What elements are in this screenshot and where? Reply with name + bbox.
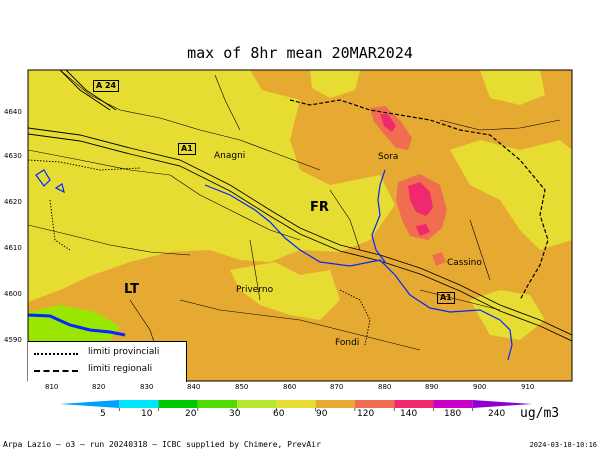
y-tick: 4620 (4, 198, 22, 206)
legend-provincial-label: limiti provinciali (88, 347, 160, 357)
place-anagni: Anagni (214, 151, 246, 161)
coastline (28, 313, 126, 337)
band-140-180-small (416, 224, 430, 236)
motorway-a1 (28, 127, 572, 342)
band-60-90-southeast (470, 290, 545, 340)
road-label-a24: A 24 (93, 80, 120, 92)
colorbar-label: 120 (357, 409, 375, 419)
x-tick: 860 (283, 383, 297, 391)
footer-credits: Arpa Lazio — o3 — run 20240318 — ICBC su… (3, 440, 321, 449)
colorbar-label: 180 (444, 409, 462, 419)
colorbar-label: 60 (273, 409, 285, 419)
colorbar-label: 140 (400, 409, 418, 419)
x-tick: 850 (235, 383, 249, 391)
band-60-90-east (450, 140, 572, 250)
y-tick: 4590 (4, 336, 22, 344)
place-cassino: Cassino (447, 258, 482, 268)
y-tick: 4610 (4, 244, 22, 252)
colorbar-segment (354, 400, 395, 408)
province-fr: FR (310, 200, 329, 215)
colorbar-segment (433, 400, 473, 408)
x-tick: 900 (473, 383, 487, 391)
band-60-90-central (230, 262, 340, 320)
colorbar-segment (197, 400, 238, 408)
x-tick: 890 (425, 383, 439, 391)
y-tick: 4600 (4, 290, 22, 298)
band-140-180-sora (408, 182, 433, 216)
x-tick: 870 (330, 383, 344, 391)
municipal-boundaries (28, 70, 561, 361)
band-60-90-northeast (480, 70, 545, 105)
x-tick: 820 (92, 383, 106, 391)
colorbar-unit: ug/m3 (520, 406, 560, 421)
colorbar-label: 90 (316, 409, 328, 419)
road-label-a1-north: A1 (178, 143, 196, 155)
boundary-legend: limiti provinciali limiti regionali (28, 341, 187, 382)
y-tick: 4640 (4, 108, 22, 116)
colorbar-segment (60, 400, 120, 408)
footer-timestamp: 2024-03-18-10:16 (529, 441, 597, 449)
motorway-a24 (59, 70, 117, 111)
legend-dashed-line (34, 370, 78, 372)
map-title: max of 8hr mean 20MAR2024 (187, 44, 413, 62)
colorbar-segment (472, 400, 532, 408)
place-fondi: Fondi (335, 338, 360, 348)
colorbar (60, 400, 532, 411)
x-tick: 910 (521, 383, 535, 391)
colorbar-segment (158, 400, 198, 408)
regional-boundary (289, 99, 549, 301)
colorbar-segment (237, 400, 277, 408)
colorbar-label: 5 (100, 409, 106, 419)
legend-dotted-line (34, 353, 78, 355)
y-tick: 4630 (4, 152, 22, 160)
x-tick: 830 (140, 383, 154, 391)
colorbar-label: 10 (141, 409, 153, 419)
legend-regional-label: limiti regionali (88, 364, 153, 374)
colorbar-segment (276, 400, 316, 408)
band-120-140-small (432, 252, 446, 266)
province-lt: LT (124, 282, 139, 297)
colorbar-label: 240 (488, 409, 506, 419)
place-sora: Sora (378, 152, 399, 162)
x-tick: 840 (187, 383, 201, 391)
colorbar-segment (394, 400, 434, 408)
rivers (35, 169, 513, 361)
road-label-a1-south: A1 (437, 292, 455, 304)
place-priverno: Priverno (236, 285, 274, 295)
band-60-90-north (310, 70, 360, 98)
band-60-90-west (28, 70, 395, 302)
x-tick: 810 (45, 383, 59, 391)
x-tick: 880 (378, 383, 392, 391)
colorbar-segment (119, 400, 159, 408)
band-140-180-north (380, 114, 396, 132)
colorbar-label: 20 (185, 409, 197, 419)
provincial-boundaries (28, 159, 371, 346)
colorbar-segment (315, 400, 355, 408)
colorbar-label: 30 (229, 409, 241, 419)
